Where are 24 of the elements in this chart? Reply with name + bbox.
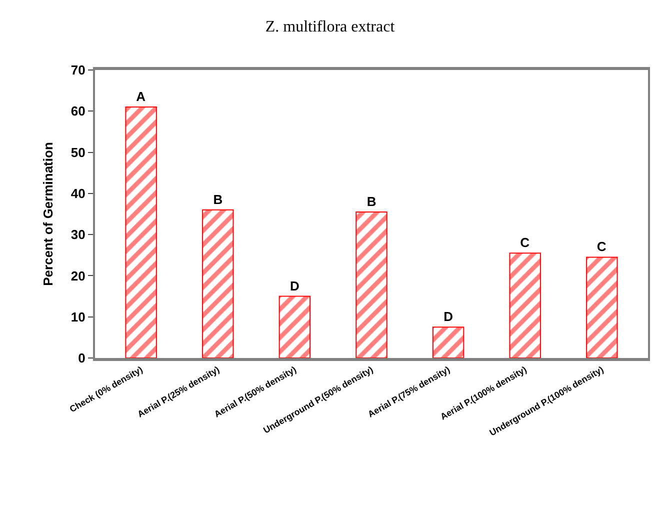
bar: [586, 256, 618, 358]
y-tick-label: 30: [70, 227, 86, 242]
y-tick-label: 20: [70, 268, 86, 284]
data-label: D: [444, 309, 453, 324]
bar: [356, 211, 388, 358]
chart-title: Z. multiflora extract: [265, 18, 396, 36]
bar: [125, 106, 157, 358]
bar: [202, 209, 234, 358]
y-tick-label: 50: [70, 144, 86, 160]
data-label: B: [213, 192, 223, 207]
data-label: C: [596, 239, 607, 254]
data-label: A: [136, 89, 146, 104]
data-label: D: [290, 278, 300, 294]
y-tick-label: 0: [78, 350, 86, 366]
y-axis-title: Percent of Germination: [40, 142, 56, 286]
data-label: C: [520, 235, 530, 250]
y-tick-label: 40: [70, 186, 86, 201]
bar: [432, 326, 464, 358]
y-tick-label: 70: [70, 62, 86, 78]
y-tick-label: 60: [70, 104, 86, 119]
bar: [278, 296, 311, 358]
data-label: B: [366, 194, 376, 209]
bar: [509, 252, 541, 358]
y-tick-label: 10: [70, 309, 86, 324]
